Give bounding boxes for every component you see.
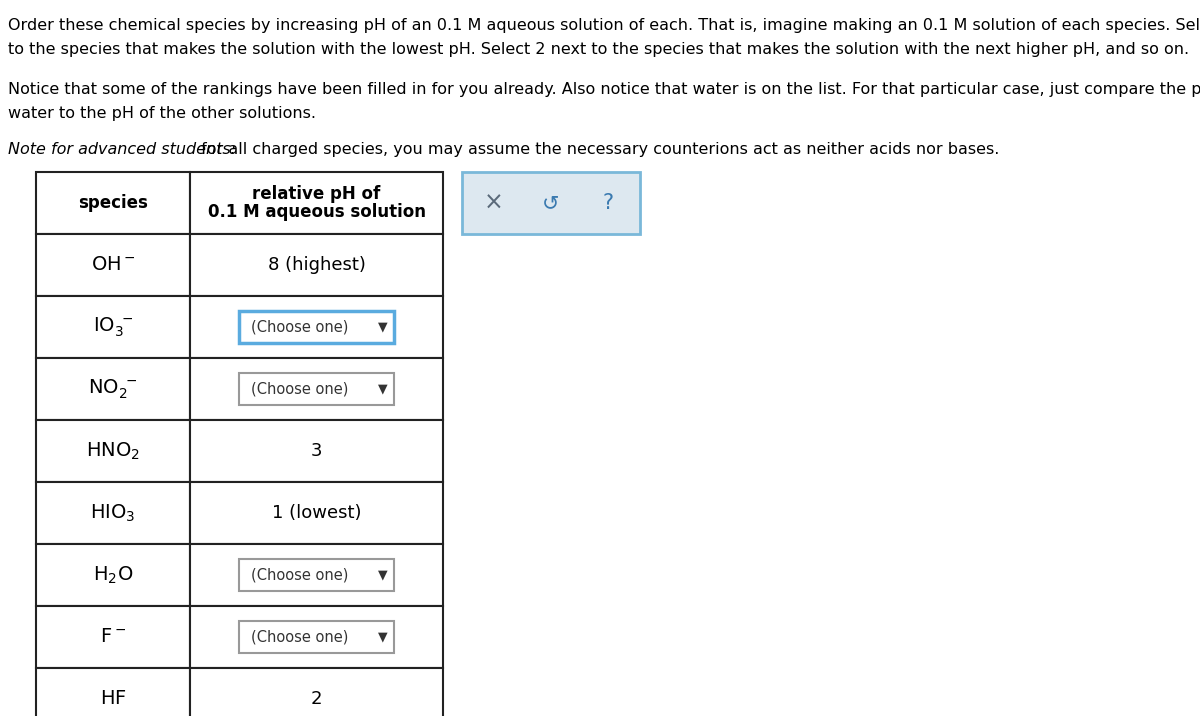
FancyBboxPatch shape <box>462 172 640 234</box>
Text: $\mathrm{H_2O}$: $\mathrm{H_2O}$ <box>92 564 133 586</box>
Text: Order these chemical species by increasing pH of an 0.1 M aqueous solution of ea: Order these chemical species by increasi… <box>8 18 1200 33</box>
Text: 2: 2 <box>311 690 323 708</box>
FancyBboxPatch shape <box>36 172 190 234</box>
FancyBboxPatch shape <box>190 420 443 482</box>
FancyBboxPatch shape <box>190 358 443 420</box>
Text: 8 (highest): 8 (highest) <box>268 256 366 274</box>
Text: $\mathrm{F^-}$: $\mathrm{F^-}$ <box>100 627 126 647</box>
FancyBboxPatch shape <box>36 482 190 544</box>
FancyBboxPatch shape <box>36 358 190 420</box>
Text: $\mathrm{NO_2^{\ -}}$: $\mathrm{NO_2^{\ -}}$ <box>89 377 138 401</box>
FancyBboxPatch shape <box>190 482 443 544</box>
FancyBboxPatch shape <box>36 544 190 606</box>
FancyBboxPatch shape <box>36 234 190 296</box>
FancyBboxPatch shape <box>239 373 394 405</box>
FancyBboxPatch shape <box>36 668 190 716</box>
Text: 3: 3 <box>311 442 323 460</box>
Text: (Choose one): (Choose one) <box>251 568 348 583</box>
Text: Notice that some of the rankings have been filled in for you already. Also notic: Notice that some of the rankings have be… <box>8 82 1200 97</box>
Text: ▼: ▼ <box>378 569 388 581</box>
FancyBboxPatch shape <box>36 296 190 358</box>
Text: (Choose one): (Choose one) <box>251 382 348 397</box>
Text: (Choose one): (Choose one) <box>251 629 348 644</box>
Text: ▼: ▼ <box>378 382 388 395</box>
Text: ▼: ▼ <box>378 321 388 334</box>
Text: ▼: ▼ <box>378 631 388 644</box>
Text: $\mathrm{HF}$: $\mathrm{HF}$ <box>100 690 126 709</box>
FancyBboxPatch shape <box>36 606 190 668</box>
Text: species: species <box>78 194 148 212</box>
Text: 1 (lowest): 1 (lowest) <box>271 504 361 522</box>
Text: Note for advanced students:: Note for advanced students: <box>8 142 236 157</box>
FancyBboxPatch shape <box>239 311 394 343</box>
Text: $\mathrm{HNO_2}$: $\mathrm{HNO_2}$ <box>86 440 140 462</box>
Text: 0.1 M aqueous solution: 0.1 M aqueous solution <box>208 203 426 221</box>
FancyBboxPatch shape <box>239 559 394 591</box>
FancyBboxPatch shape <box>190 544 443 606</box>
Text: water to the pH of the other solutions.: water to the pH of the other solutions. <box>8 106 316 121</box>
Text: $\mathrm{HIO_3}$: $\mathrm{HIO_3}$ <box>90 503 136 523</box>
Text: relative pH of: relative pH of <box>252 185 380 203</box>
FancyBboxPatch shape <box>190 606 443 668</box>
FancyBboxPatch shape <box>190 296 443 358</box>
FancyBboxPatch shape <box>36 420 190 482</box>
Text: $\mathrm{OH^-}$: $\mathrm{OH^-}$ <box>90 256 136 274</box>
FancyBboxPatch shape <box>239 621 394 653</box>
Text: for all charged species, you may assume the necessary counterions act as neither: for all charged species, you may assume … <box>196 142 1000 157</box>
Text: $\mathrm{IO_3^{\ -}}$: $\mathrm{IO_3^{\ -}}$ <box>92 315 133 339</box>
Text: to the species that makes the solution with the lowest pH. Select 2 next to the : to the species that makes the solution w… <box>8 42 1189 57</box>
Text: (Choose one): (Choose one) <box>251 319 348 334</box>
FancyBboxPatch shape <box>190 234 443 296</box>
FancyBboxPatch shape <box>190 172 443 234</box>
Text: ↺: ↺ <box>542 193 559 213</box>
Text: ×: × <box>484 191 504 215</box>
FancyBboxPatch shape <box>190 668 443 716</box>
Text: ?: ? <box>602 193 613 213</box>
